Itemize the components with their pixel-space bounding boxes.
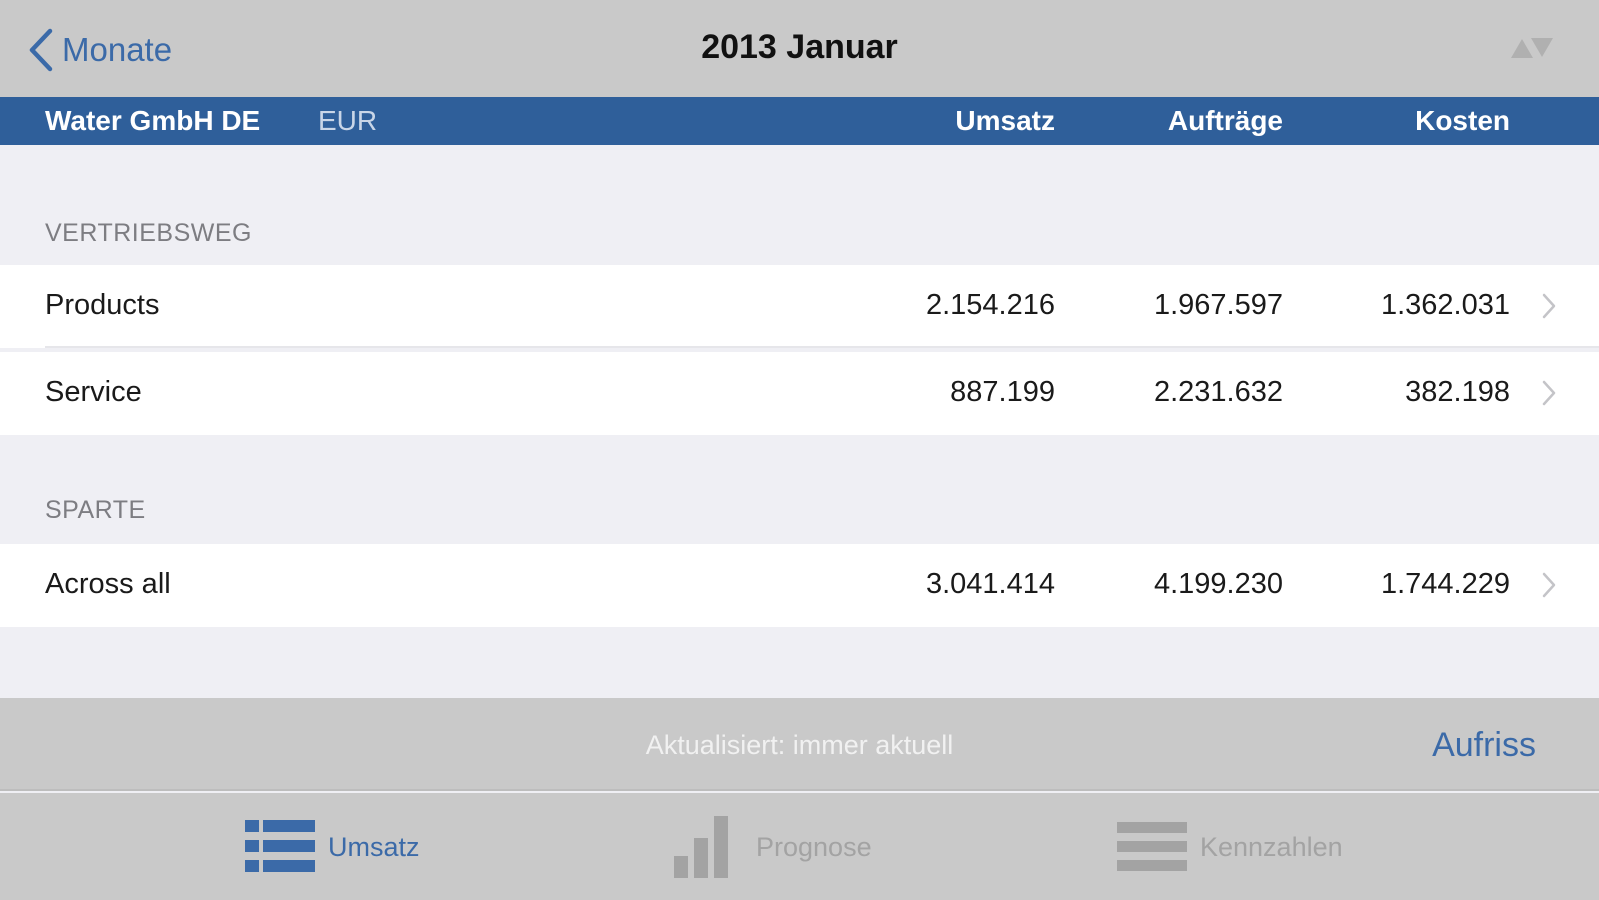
tab-label: Prognose <box>756 831 872 862</box>
aufriss-button[interactable]: Aufriss <box>1432 726 1536 764</box>
navigation-bar: Monate 2013 Januar <box>0 0 1599 97</box>
row-value-kosten: 1.362.031 <box>1380 289 1510 321</box>
chevron-right-icon <box>1542 380 1556 406</box>
column-kosten: Kosten <box>1415 105 1510 136</box>
tab-label: Umsatz <box>328 831 420 862</box>
chevron-right-icon <box>1542 572 1556 598</box>
tab-label: Kennzahlen <box>1200 831 1343 862</box>
status-bar: Aktualisiert: immer aktuell Aufriss <box>0 698 1599 791</box>
row-value-umsatz: 3.041.414 <box>925 568 1055 600</box>
row-value-kosten: 1.744.229 <box>1380 568 1510 600</box>
section-header: VERTRIEBSWEG <box>45 219 252 247</box>
sort-icon[interactable] <box>1509 36 1555 60</box>
bar-chart-icon <box>674 816 728 878</box>
back-button[interactable]: Monate <box>28 26 172 74</box>
company-name: Water GmbH DE <box>45 105 261 136</box>
row-value-umsatz: 2.154.216 <box>925 289 1055 321</box>
section-header: SPARTE <box>45 496 146 524</box>
row-label: Across all <box>45 568 171 600</box>
row-value-auftraege: 1.967.597 <box>1153 289 1283 321</box>
back-button-label: Monate <box>62 31 173 68</box>
chevron-left-icon <box>29 28 53 72</box>
list-icon <box>245 820 315 872</box>
tab-prognose[interactable]: Prognose <box>672 813 872 881</box>
tab-kennzahlen[interactable]: Kennzahlen <box>1116 813 1343 881</box>
column-umsatz: Umsatz <box>955 105 1055 136</box>
row-value-kosten: 382.198 <box>1405 376 1510 408</box>
column-auftraege: Aufträge <box>1167 105 1283 136</box>
column-header: Water GmbH DE EUR Umsatz Aufträge Kosten <box>0 97 1599 145</box>
currency-label: EUR <box>318 105 378 136</box>
row-label: Products <box>45 289 160 321</box>
row-value-auftraege: 2.231.632 <box>1153 376 1283 408</box>
tab-bar: Umsatz Prognose Kennzahlen <box>0 793 1599 900</box>
update-status: Aktualisiert: immer aktuell <box>645 730 954 760</box>
table-row[interactable]: Products 2.154.216 1.967.597 1.362.031 <box>0 265 1599 348</box>
page-title: 2013 Januar <box>701 28 898 66</box>
row-divider <box>45 346 1599 348</box>
row-value-umsatz: 887.199 <box>950 376 1055 408</box>
lines-icon <box>1117 822 1187 871</box>
table-row[interactable]: Service 887.199 2.231.632 382.198 <box>0 352 1599 435</box>
row-value-auftraege: 4.199.230 <box>1153 568 1283 600</box>
chevron-right-icon <box>1542 293 1556 319</box>
row-label: Service <box>45 376 142 408</box>
tab-umsatz[interactable]: Umsatz <box>244 813 420 881</box>
table-row[interactable]: Across all 3.041.414 4.199.230 1.744.229 <box>0 544 1599 627</box>
